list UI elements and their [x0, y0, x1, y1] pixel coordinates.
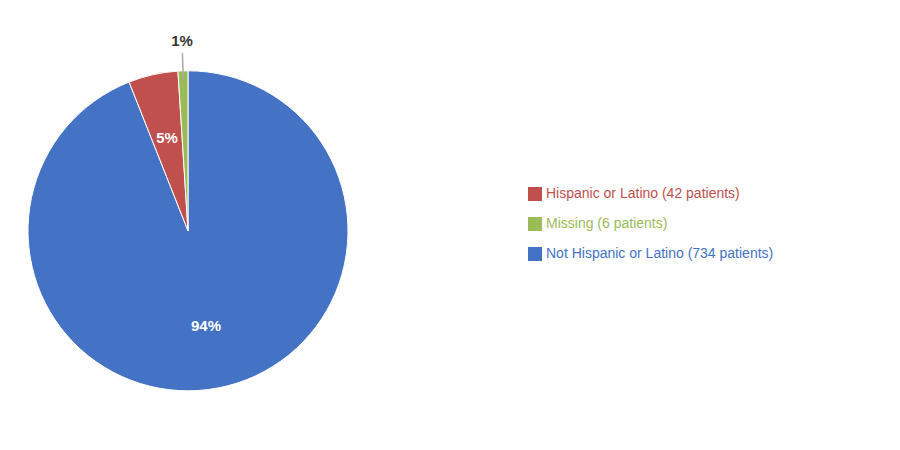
svg-text:5%: 5%	[156, 129, 178, 146]
html-text:Hispanic or Latino (42 patient: Hispanic or Latino (42 patients)	[546, 185, 740, 201]
svg-text:1%: 1%	[171, 32, 193, 49]
html-text:Not Hispanic or Latino (734 pa: Not Hispanic or Latino (734 patients)	[546, 245, 774, 261]
html-text:Missing (6 patients): Missing (6 patients)	[546, 215, 668, 231]
svg-text:94%: 94%	[191, 317, 221, 334]
